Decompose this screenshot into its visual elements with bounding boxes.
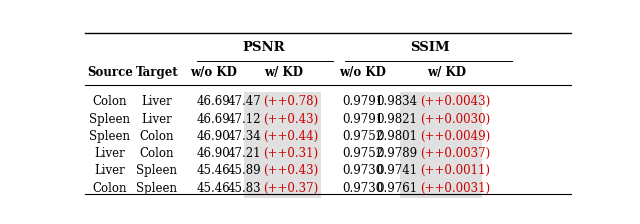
Text: (++0.0030): (++0.0030) bbox=[420, 113, 490, 126]
Text: Source: Source bbox=[87, 66, 132, 79]
Text: Spleen: Spleen bbox=[136, 164, 177, 177]
Text: Colon: Colon bbox=[140, 130, 174, 143]
Text: Liver: Liver bbox=[94, 147, 125, 160]
Text: 0.9730: 0.9730 bbox=[342, 164, 383, 177]
Text: Liver: Liver bbox=[141, 113, 172, 126]
Text: Spleen: Spleen bbox=[136, 182, 177, 195]
Text: PSNR: PSNR bbox=[242, 41, 285, 54]
Text: 45.46: 45.46 bbox=[197, 164, 231, 177]
Text: 0.9730: 0.9730 bbox=[342, 182, 383, 195]
Text: Colon: Colon bbox=[93, 95, 127, 108]
Text: 47.34: 47.34 bbox=[227, 130, 261, 143]
Text: Liver: Liver bbox=[94, 164, 125, 177]
Text: 0.9801: 0.9801 bbox=[376, 130, 417, 143]
Text: (++0.0049): (++0.0049) bbox=[420, 130, 490, 143]
Text: Colon: Colon bbox=[93, 182, 127, 195]
Text: w/ KD: w/ KD bbox=[428, 66, 467, 79]
Text: (++0.78): (++0.78) bbox=[264, 95, 319, 108]
Text: 46.90: 46.90 bbox=[197, 130, 231, 143]
Text: (++0.0031): (++0.0031) bbox=[420, 182, 490, 195]
Text: 45.83: 45.83 bbox=[227, 182, 261, 195]
Text: w/o KD: w/o KD bbox=[339, 66, 386, 79]
Text: (++0.37): (++0.37) bbox=[264, 182, 319, 195]
Text: SSIM: SSIM bbox=[410, 41, 449, 54]
Text: (++0.0043): (++0.0043) bbox=[420, 95, 490, 108]
Text: 0.9741: 0.9741 bbox=[376, 164, 417, 177]
Text: (++0.44): (++0.44) bbox=[264, 130, 319, 143]
Text: 0.9834: 0.9834 bbox=[376, 95, 417, 108]
Bar bbox=[400, 92, 482, 198]
Text: Liver: Liver bbox=[141, 95, 172, 108]
Text: 0.9789: 0.9789 bbox=[376, 147, 417, 160]
Text: Spleen: Spleen bbox=[89, 113, 131, 126]
Text: 0.9752: 0.9752 bbox=[342, 147, 383, 160]
Text: w/ KD: w/ KD bbox=[264, 66, 303, 79]
Text: 47.47: 47.47 bbox=[227, 95, 261, 108]
Text: 46.69: 46.69 bbox=[197, 113, 231, 126]
Text: (++0.31): (++0.31) bbox=[264, 147, 319, 160]
Text: 0.9821: 0.9821 bbox=[376, 113, 417, 126]
Text: 47.21: 47.21 bbox=[228, 147, 261, 160]
Text: 0.9752: 0.9752 bbox=[342, 130, 383, 143]
Text: w/o KD: w/o KD bbox=[191, 66, 237, 79]
Text: (++0.43): (++0.43) bbox=[264, 164, 319, 177]
Text: 46.90: 46.90 bbox=[197, 147, 231, 160]
Text: 47.12: 47.12 bbox=[228, 113, 261, 126]
Text: 0.9791: 0.9791 bbox=[342, 95, 383, 108]
Text: 46.69: 46.69 bbox=[197, 95, 231, 108]
Text: Colon: Colon bbox=[140, 147, 174, 160]
Text: Spleen: Spleen bbox=[89, 130, 131, 143]
Text: (++0.0037): (++0.0037) bbox=[420, 147, 490, 160]
Text: 45.89: 45.89 bbox=[227, 164, 261, 177]
Text: 45.46: 45.46 bbox=[197, 182, 231, 195]
Text: Target: Target bbox=[136, 66, 179, 79]
Text: (++0.0011): (++0.0011) bbox=[420, 164, 490, 177]
Text: 0.9761: 0.9761 bbox=[376, 182, 417, 195]
Bar bbox=[244, 92, 321, 198]
Text: (++0.43): (++0.43) bbox=[264, 113, 319, 126]
Text: 0.9791: 0.9791 bbox=[342, 113, 383, 126]
